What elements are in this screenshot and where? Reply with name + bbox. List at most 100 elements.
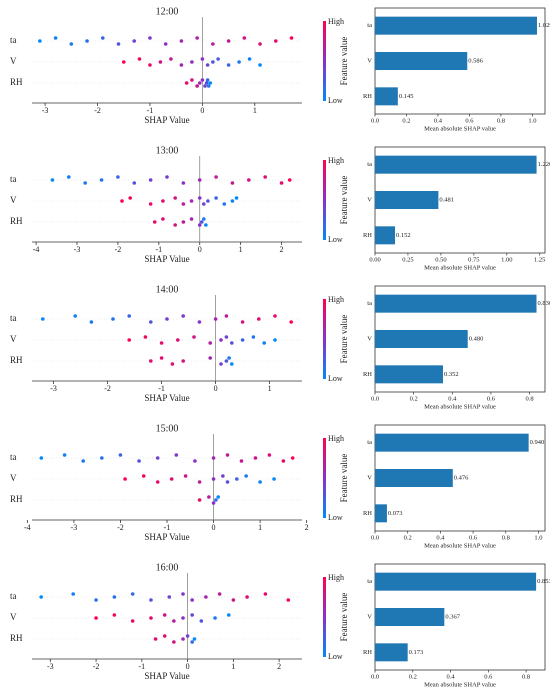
- feature-label: RH: [10, 216, 23, 226]
- shap-dot: [169, 477, 174, 481]
- shap-dot: [149, 598, 153, 602]
- shap-dot: [197, 81, 202, 85]
- panel-title: 13:00: [156, 145, 179, 156]
- shap-dot: [162, 634, 167, 638]
- shap-dot: [161, 199, 165, 203]
- shap-dot: [50, 178, 55, 182]
- value-label: 0.145: [399, 93, 414, 100]
- panel-title: 15:00: [156, 423, 179, 434]
- shap-dot: [161, 217, 165, 221]
- shap-dot: [219, 338, 223, 342]
- shap-dot: [167, 595, 172, 599]
- shap-dot: [227, 356, 231, 360]
- bar: [375, 52, 468, 70]
- x-tick-label: 0.8: [502, 534, 510, 541]
- shap-dot: [181, 616, 185, 620]
- shap-dot: [85, 39, 89, 43]
- colorbar: [323, 299, 326, 379]
- shap-dot: [127, 338, 131, 342]
- shap-dot: [132, 39, 137, 43]
- shap-dot: [111, 317, 115, 321]
- x-tick-label: 0.4: [446, 673, 455, 680]
- x-tick-label: -4: [33, 245, 40, 254]
- bar: [375, 608, 445, 626]
- shap-dot: [184, 81, 189, 85]
- shap-dot: [94, 616, 98, 620]
- feature-label: RH: [10, 355, 23, 365]
- colorbar-low: Low: [328, 96, 343, 105]
- shap-dot: [143, 335, 148, 339]
- feature-label: ta: [10, 591, 17, 601]
- shap-dot: [230, 341, 234, 345]
- shap-dot: [174, 453, 179, 457]
- bar: [375, 87, 398, 106]
- shap-dot: [251, 335, 256, 339]
- shap-dot: [169, 57, 173, 61]
- shap-dot: [190, 78, 194, 82]
- x-tick-label: 2: [305, 523, 309, 532]
- bar: [375, 504, 387, 523]
- y-tick-label: RH: [363, 649, 372, 656]
- colorbar-low: Low: [328, 235, 343, 244]
- shap-dot: [214, 196, 218, 200]
- shap-dot: [137, 459, 141, 463]
- shap-dot: [159, 341, 164, 345]
- colorbar-label: Feature value: [339, 454, 349, 503]
- shap-dot: [163, 42, 168, 46]
- x-tick-label: 0.4: [434, 117, 443, 124]
- x-tick-label: 0.8: [525, 395, 533, 402]
- shap-dot: [211, 501, 216, 505]
- shap-dot: [267, 453, 272, 457]
- shap-dot: [162, 613, 167, 617]
- x-tick-label: 0: [200, 106, 204, 115]
- x-tick-label: 0.6: [484, 673, 493, 680]
- shap-dot: [100, 456, 104, 460]
- shap-dot: [224, 314, 229, 318]
- x-tick-label: 1.25: [534, 256, 545, 263]
- shap-dot: [253, 456, 258, 460]
- shap-dot: [67, 175, 71, 179]
- shap-dot: [181, 592, 185, 596]
- bar: [375, 469, 453, 487]
- shap-dot: [130, 592, 135, 596]
- shap-dot: [185, 634, 190, 638]
- shap-dot: [173, 223, 177, 227]
- colorbar-low: Low: [328, 652, 343, 661]
- shap-dot: [211, 456, 216, 460]
- shap-dot: [132, 181, 137, 185]
- y-tick-label: ta: [367, 22, 372, 29]
- shap-dot: [221, 474, 225, 478]
- x-axis-label: Mean absolute SHAP value: [424, 125, 496, 132]
- shap-dot: [152, 220, 157, 224]
- x-axis-label: SHAP Value: [144, 254, 189, 264]
- shap-dot: [204, 595, 208, 599]
- x-tick-label: 0.2: [410, 395, 418, 402]
- shap-dot: [112, 595, 117, 599]
- x-tick-label: -2: [115, 245, 122, 254]
- shap-dot: [127, 314, 131, 318]
- y-tick-label: V: [367, 335, 372, 342]
- x-tick-label: 0.75: [468, 256, 479, 263]
- shap-dot: [273, 338, 277, 342]
- feature-label: V: [10, 56, 17, 66]
- colorbar-high: High: [328, 295, 344, 304]
- x-tick-label: -3: [47, 662, 54, 671]
- shap-dot: [181, 637, 185, 641]
- x-tick-label: 0.0: [371, 673, 379, 680]
- bar: [375, 155, 537, 174]
- shap-dot: [202, 202, 206, 206]
- shap-dot: [94, 598, 98, 602]
- shap-dot: [206, 84, 211, 88]
- shap-dot: [247, 57, 252, 61]
- y-tick-label: V: [367, 613, 372, 620]
- shap-dot: [263, 592, 268, 596]
- shap-dot: [230, 199, 235, 203]
- colorbar: [323, 577, 326, 657]
- shap-dot: [262, 341, 267, 345]
- colorbar-label: Feature value: [339, 176, 349, 225]
- shap-dot: [89, 320, 94, 324]
- shap-dot: [189, 217, 194, 221]
- x-tick-label: -4: [24, 523, 31, 532]
- shap-dot: [149, 616, 153, 620]
